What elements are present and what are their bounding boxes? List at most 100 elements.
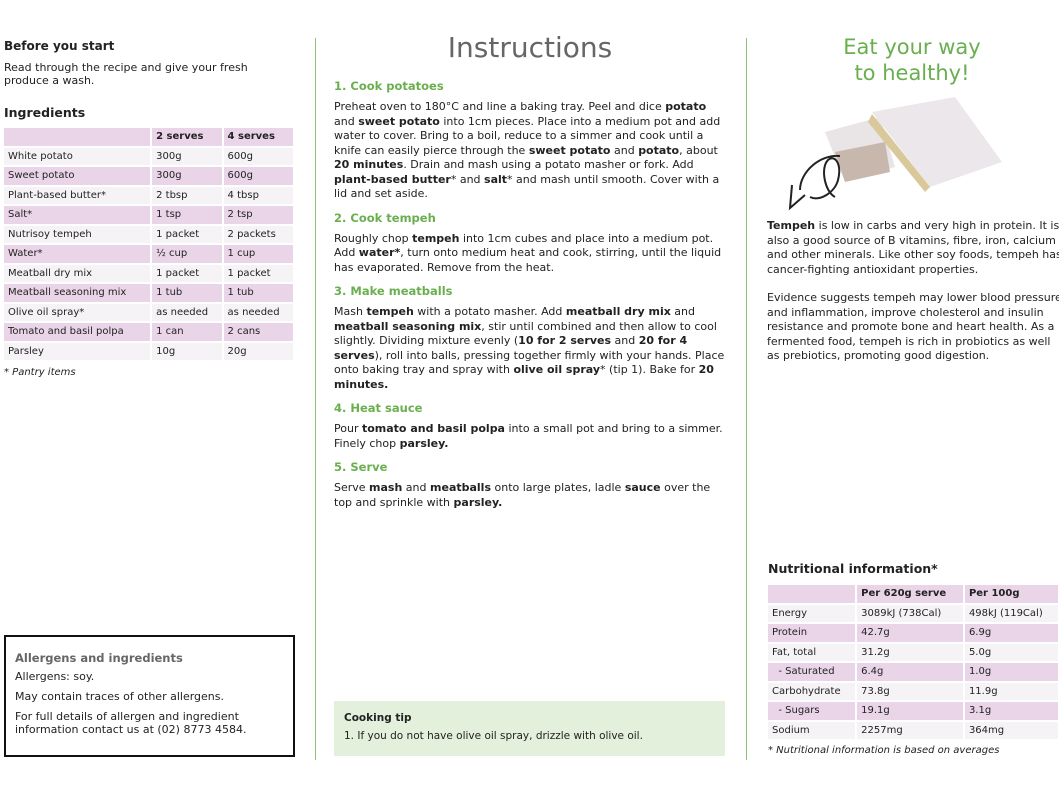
table-cell: Sweet potato bbox=[4, 167, 151, 185]
table-row: Salt* 1 tsp 2 tsp bbox=[4, 206, 293, 224]
text-segment: into 1cm cubes and place into a medium p… bbox=[334, 231, 714, 260]
table-cell: 19.1g bbox=[857, 702, 963, 720]
table-cell: 73.8g bbox=[857, 682, 963, 700]
bold-text: sweet potato bbox=[528, 143, 611, 157]
table-row: Sweet potato 300g 600g bbox=[4, 167, 293, 185]
table-cell: as needed bbox=[152, 303, 222, 321]
bold-text: meatball dry mix bbox=[565, 305, 671, 318]
text-segment: , stir until combined and then allow to … bbox=[334, 319, 717, 348]
column-header: 4 serves bbox=[223, 128, 293, 146]
bold-text: meatball seasoning mix bbox=[334, 319, 482, 333]
step-title: 3. Make meatballs bbox=[334, 284, 453, 298]
step-text: Preheat oven to 180°C and line a baking … bbox=[334, 100, 726, 202]
table-cell: 6.4g bbox=[857, 663, 963, 681]
table-cell: Parsley bbox=[4, 342, 151, 360]
table-cell: 2 cans bbox=[223, 323, 293, 341]
text-segment: * (tip 1). Bake for bbox=[600, 363, 699, 376]
column-divider bbox=[315, 38, 316, 760]
allergens-contact: For full details of allergen and ingredi… bbox=[15, 710, 247, 736]
table-cell: Nutrisoy tempeh bbox=[4, 225, 151, 243]
text-segment: , turn onto medium heat and cook, stirri… bbox=[334, 246, 722, 274]
table-cell: 2 tbsp bbox=[152, 186, 222, 204]
table-cell: Olive oil spray* bbox=[4, 303, 151, 321]
table-row: Meatball seasoning mix 1 tub 1 tub bbox=[4, 284, 293, 302]
column-header: Per 620g serve bbox=[857, 585, 963, 603]
allergens-title: Allergens and ingredients bbox=[15, 651, 183, 665]
step-text: Serve mash and meatballs onto large plat… bbox=[334, 481, 726, 510]
table-cell: Protein bbox=[768, 624, 856, 642]
bold-text: sweet potato bbox=[358, 114, 440, 128]
step-text: Mash tempeh with a potato masher. Add me… bbox=[334, 305, 726, 392]
text-segment: and bbox=[402, 481, 431, 494]
table-cell: Sodium bbox=[768, 721, 856, 739]
bold-text: parsley. bbox=[399, 436, 449, 450]
text-segment: and bbox=[670, 305, 696, 318]
table-row: Water* ½ cup 1 cup bbox=[4, 245, 293, 263]
table-row: Meatball dry mix 1 packet 1 packet bbox=[4, 264, 293, 282]
before-title: Before you start bbox=[4, 39, 115, 53]
bold-text: water* bbox=[358, 246, 401, 259]
table-cell: 20g bbox=[223, 342, 293, 360]
column-header bbox=[4, 128, 151, 146]
step-title: 5. Serve bbox=[334, 460, 388, 474]
bold-text: mash bbox=[369, 481, 403, 494]
table-cell: 6.9g bbox=[964, 624, 1058, 642]
table-cell: ½ cup bbox=[152, 245, 222, 263]
table-cell: 1 packet bbox=[223, 264, 293, 282]
table-row: Fat, total 31.2g 5.0g bbox=[768, 643, 1058, 661]
nutrition-table: Per 620g serve Per 100g Energy 3089kJ (738C… bbox=[766, 583, 1059, 741]
arrow-doodle-icon bbox=[788, 154, 841, 211]
column-header bbox=[768, 585, 856, 603]
table-cell: 42.7g bbox=[857, 624, 963, 642]
bold-text: parsley. bbox=[453, 495, 503, 509]
table-row: Protein 42.7g 6.9g bbox=[768, 624, 1058, 642]
table-cell: Salt* bbox=[4, 206, 151, 224]
text-segment: onto large plates, ladle bbox=[491, 481, 625, 494]
allergens-line: May contain traces of other allergens. bbox=[15, 690, 224, 703]
promo-headline-line: Eat your way bbox=[843, 35, 981, 59]
table-cell: Plant-based butter* bbox=[4, 186, 151, 204]
cooking-tip-box: Cooking tip 1. If you do not have olive … bbox=[334, 701, 725, 756]
table-cell: 3089kJ (738Cal) bbox=[857, 604, 963, 622]
ingredients-title: Ingredients bbox=[4, 105, 86, 120]
table-cell: 31.2g bbox=[857, 643, 963, 661]
table-cell: - Saturated bbox=[768, 663, 856, 681]
text-segment: * and mash until smooth. Cover with a li… bbox=[334, 172, 720, 201]
text-segment: Mash bbox=[334, 305, 367, 318]
table-cell: Meatball dry mix bbox=[4, 264, 151, 282]
instructions-title: Instructions bbox=[447, 31, 613, 64]
text-segment: * and bbox=[450, 172, 485, 186]
table-row: White potato 300g 600g bbox=[4, 147, 293, 165]
bold-text: salt bbox=[484, 172, 508, 186]
table-cell: 498kJ (119Cal) bbox=[964, 604, 1058, 622]
column-header: 2 serves bbox=[152, 128, 222, 146]
table-cell: 1 packet bbox=[152, 225, 222, 243]
cooking-tip-item: 1. If you do not have olive oil spray, d… bbox=[344, 730, 643, 742]
step-title: 2. Cook tempeh bbox=[334, 210, 436, 225]
bold-text: plant-based butter bbox=[334, 172, 451, 186]
bold-text: sauce bbox=[624, 481, 661, 494]
table-cell: 1 tub bbox=[223, 284, 293, 302]
step-title: 1. Cook potatoes bbox=[334, 79, 444, 93]
table-cell: 364mg bbox=[964, 721, 1058, 739]
pantry-note: * Pantry items bbox=[4, 367, 76, 378]
step-text: Roughly chop tempeh into 1cm cubes and p… bbox=[334, 232, 726, 276]
text-segment: and bbox=[334, 114, 359, 128]
promo-headline: Eat your way to healthy! bbox=[767, 34, 1057, 86]
ingredients-table: 2 serves 4 serves White potato 300g 600g Swee… bbox=[2, 126, 295, 362]
text-segment: Pour bbox=[334, 422, 362, 435]
bold-text: potato bbox=[638, 143, 680, 157]
text-segment: . Drain and mash using a potato masher o… bbox=[403, 158, 694, 171]
promo-headline-line: to healthy! bbox=[854, 61, 970, 85]
table-row: Plant-based butter* 2 tbsp 4 tbsp bbox=[4, 186, 293, 204]
table-cell: 5.0g bbox=[964, 643, 1058, 661]
tempeh-image bbox=[788, 97, 1002, 211]
table-cell: Carbohydrate bbox=[768, 682, 856, 700]
text-segment: is low in carbs and very high in protein… bbox=[767, 219, 1059, 276]
step-title: 4. Heat sauce bbox=[334, 401, 423, 415]
table-row: Sodium 2257mg 364mg bbox=[768, 721, 1058, 739]
table-cell: 300g bbox=[152, 167, 222, 185]
table-row: Carbohydrate 73.8g 11.9g bbox=[768, 682, 1058, 700]
bold-text: tomato and basil polpa bbox=[361, 422, 505, 435]
nutrition-title: Nutritional information* bbox=[768, 561, 938, 576]
